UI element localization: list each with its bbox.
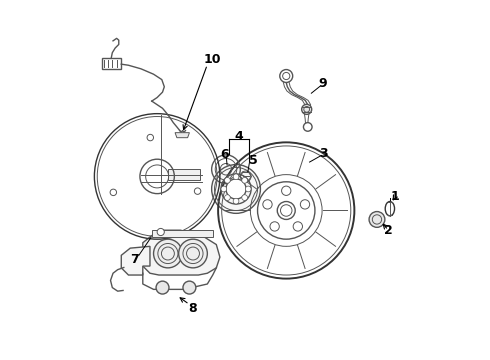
Polygon shape: [101, 58, 122, 69]
Polygon shape: [175, 133, 190, 138]
Polygon shape: [143, 230, 220, 275]
Circle shape: [282, 186, 291, 195]
Text: 6: 6: [220, 148, 228, 161]
Ellipse shape: [385, 202, 394, 216]
Circle shape: [233, 174, 239, 180]
Circle shape: [224, 177, 230, 183]
Circle shape: [147, 134, 153, 141]
Circle shape: [245, 186, 251, 192]
Text: 5: 5: [248, 154, 257, 167]
Text: 7: 7: [130, 253, 139, 266]
Circle shape: [224, 195, 230, 201]
Circle shape: [280, 69, 293, 82]
Text: 9: 9: [319, 77, 327, 90]
Circle shape: [233, 198, 239, 204]
Text: 2: 2: [384, 224, 393, 237]
Circle shape: [242, 195, 247, 201]
Polygon shape: [122, 246, 150, 275]
Polygon shape: [152, 230, 213, 237]
Circle shape: [300, 200, 310, 209]
Circle shape: [221, 186, 227, 192]
Text: 1: 1: [391, 190, 399, 203]
Text: 10: 10: [203, 53, 221, 66]
Circle shape: [242, 177, 247, 183]
Text: 3: 3: [319, 147, 328, 159]
Circle shape: [183, 281, 196, 294]
Circle shape: [302, 104, 312, 114]
Circle shape: [179, 239, 207, 268]
Circle shape: [156, 281, 169, 294]
Circle shape: [369, 212, 385, 227]
Polygon shape: [168, 169, 200, 180]
Circle shape: [270, 222, 279, 231]
Circle shape: [110, 189, 117, 195]
Circle shape: [157, 228, 164, 235]
Circle shape: [212, 165, 260, 213]
Circle shape: [263, 200, 272, 209]
Text: 4: 4: [234, 130, 243, 144]
Circle shape: [195, 188, 201, 194]
Circle shape: [226, 179, 246, 199]
Circle shape: [303, 123, 312, 131]
Text: 8: 8: [189, 302, 197, 315]
Circle shape: [293, 222, 302, 231]
Circle shape: [153, 239, 182, 268]
